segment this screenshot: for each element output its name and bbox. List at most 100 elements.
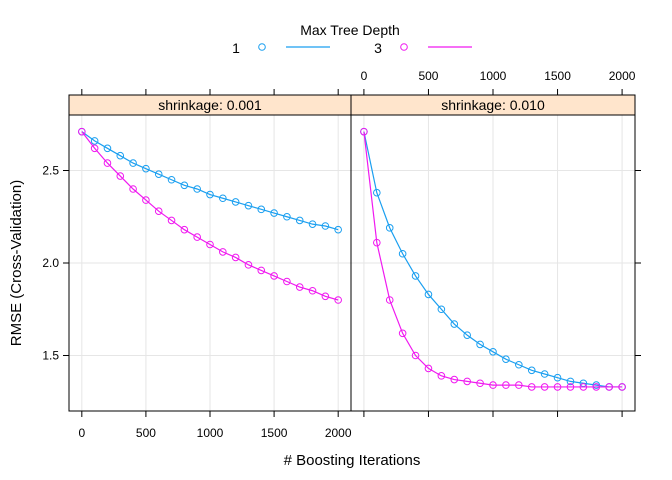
strip-label: shrinkage: 0.001 <box>158 97 262 113</box>
data-point-1 <box>566 377 575 386</box>
data-point-3 <box>463 377 471 386</box>
data-point-3 <box>78 127 86 136</box>
series-line-3 <box>363 131 623 388</box>
x-tick-label: 500 <box>136 426 156 440</box>
data-point-1 <box>321 222 330 230</box>
data-point-1 <box>283 212 291 221</box>
data-point-3 <box>219 248 227 256</box>
data-point-3 <box>193 233 201 241</box>
x-tick-label: 1500 <box>261 426 288 440</box>
data-point-3 <box>270 272 278 280</box>
data-point-3 <box>308 286 317 295</box>
data-point-1 <box>463 331 471 339</box>
data-point-1 <box>206 190 214 199</box>
data-point-1 <box>154 170 163 178</box>
data-point-1 <box>308 220 317 228</box>
data-point-3 <box>450 375 459 384</box>
data-point-1 <box>515 360 523 369</box>
data-point-3 <box>618 383 626 391</box>
data-point-3 <box>154 207 163 215</box>
x-tick-label: 2000 <box>609 69 636 83</box>
legend-point-marker <box>400 43 408 51</box>
data-point-3 <box>476 379 484 388</box>
x-axis-label: # Boosting Iterations <box>284 452 421 469</box>
data-point-1 <box>142 164 150 173</box>
data-point-3 <box>295 283 304 291</box>
data-point-1 <box>167 175 176 184</box>
data-point-3 <box>142 196 150 204</box>
data-point-3 <box>605 383 613 391</box>
data-point-3 <box>385 296 394 304</box>
data-point-1 <box>476 340 484 349</box>
data-point-1 <box>385 224 394 232</box>
data-point-3 <box>527 383 536 391</box>
data-point-3 <box>592 383 601 391</box>
data-point-3 <box>489 381 497 389</box>
data-point-1 <box>502 355 510 364</box>
data-point-3 <box>257 266 266 275</box>
data-point-3 <box>283 277 291 286</box>
legend: Max Tree Depth 1 3 <box>232 22 472 56</box>
panel-1: shrinkage: 0.001 <box>68 94 352 412</box>
data-point-3 <box>411 351 420 360</box>
data-point-3 <box>437 372 446 380</box>
series-line-1 <box>81 131 339 231</box>
data-point-1 <box>244 201 253 210</box>
data-point-1 <box>219 194 227 203</box>
data-point-1 <box>489 348 497 356</box>
data-point-3 <box>206 240 214 249</box>
data-point-3 <box>231 253 240 262</box>
x-tick-label: 1000 <box>197 426 224 440</box>
data-point-1 <box>231 198 240 206</box>
data-point-1 <box>129 159 137 167</box>
data-point-1 <box>437 305 446 314</box>
series-line-3 <box>81 131 339 301</box>
data-point-1 <box>193 185 201 193</box>
data-point-3 <box>180 225 189 234</box>
data-point-3 <box>373 238 381 247</box>
data-point-3 <box>360 127 368 136</box>
data-point-1 <box>540 370 549 378</box>
data-point-1 <box>270 209 278 217</box>
legend-item-3: 3 <box>374 40 472 56</box>
legend-label: 1 <box>232 40 240 56</box>
data-point-3 <box>129 185 137 193</box>
data-point-1 <box>373 188 381 197</box>
data-point-1 <box>553 373 562 382</box>
data-point-3 <box>116 172 125 180</box>
data-point-1 <box>295 216 304 225</box>
y-tick-label: 2.5 <box>42 164 59 178</box>
data-point-3 <box>167 216 176 225</box>
data-point-1 <box>411 272 420 280</box>
legend-point-marker <box>258 43 266 51</box>
series-line-1 <box>363 131 623 388</box>
data-point-3 <box>398 329 407 338</box>
data-point-3 <box>90 144 99 153</box>
data-point-1 <box>424 290 433 299</box>
data-point-1 <box>180 181 189 190</box>
data-point-1 <box>527 366 536 375</box>
strip-label: shrinkage: 0.010 <box>441 97 545 113</box>
data-point-3 <box>579 383 588 391</box>
data-point-3 <box>103 159 112 167</box>
y-tick-label: 1.5 <box>42 349 59 363</box>
x-tick-label: 500 <box>418 69 438 83</box>
legend-title: Max Tree Depth <box>300 22 400 38</box>
data-point-3 <box>540 383 549 391</box>
data-point-3 <box>553 383 562 391</box>
data-point-1 <box>334 225 342 234</box>
data-point-3 <box>515 381 523 389</box>
y-axis-label: RMSE (Cross-Validation) <box>8 180 25 346</box>
legend-label: 3 <box>374 40 382 56</box>
data-point-3 <box>424 364 433 373</box>
data-point-1 <box>398 249 407 258</box>
data-point-3 <box>244 261 253 269</box>
x-tick-label: 2000 <box>325 426 352 440</box>
data-point-1 <box>90 137 99 145</box>
x-tick-label: 1000 <box>480 69 507 83</box>
data-point-3 <box>334 296 342 304</box>
data-point-1 <box>116 151 125 160</box>
data-point-1 <box>450 320 459 328</box>
data-point-3 <box>321 292 330 301</box>
